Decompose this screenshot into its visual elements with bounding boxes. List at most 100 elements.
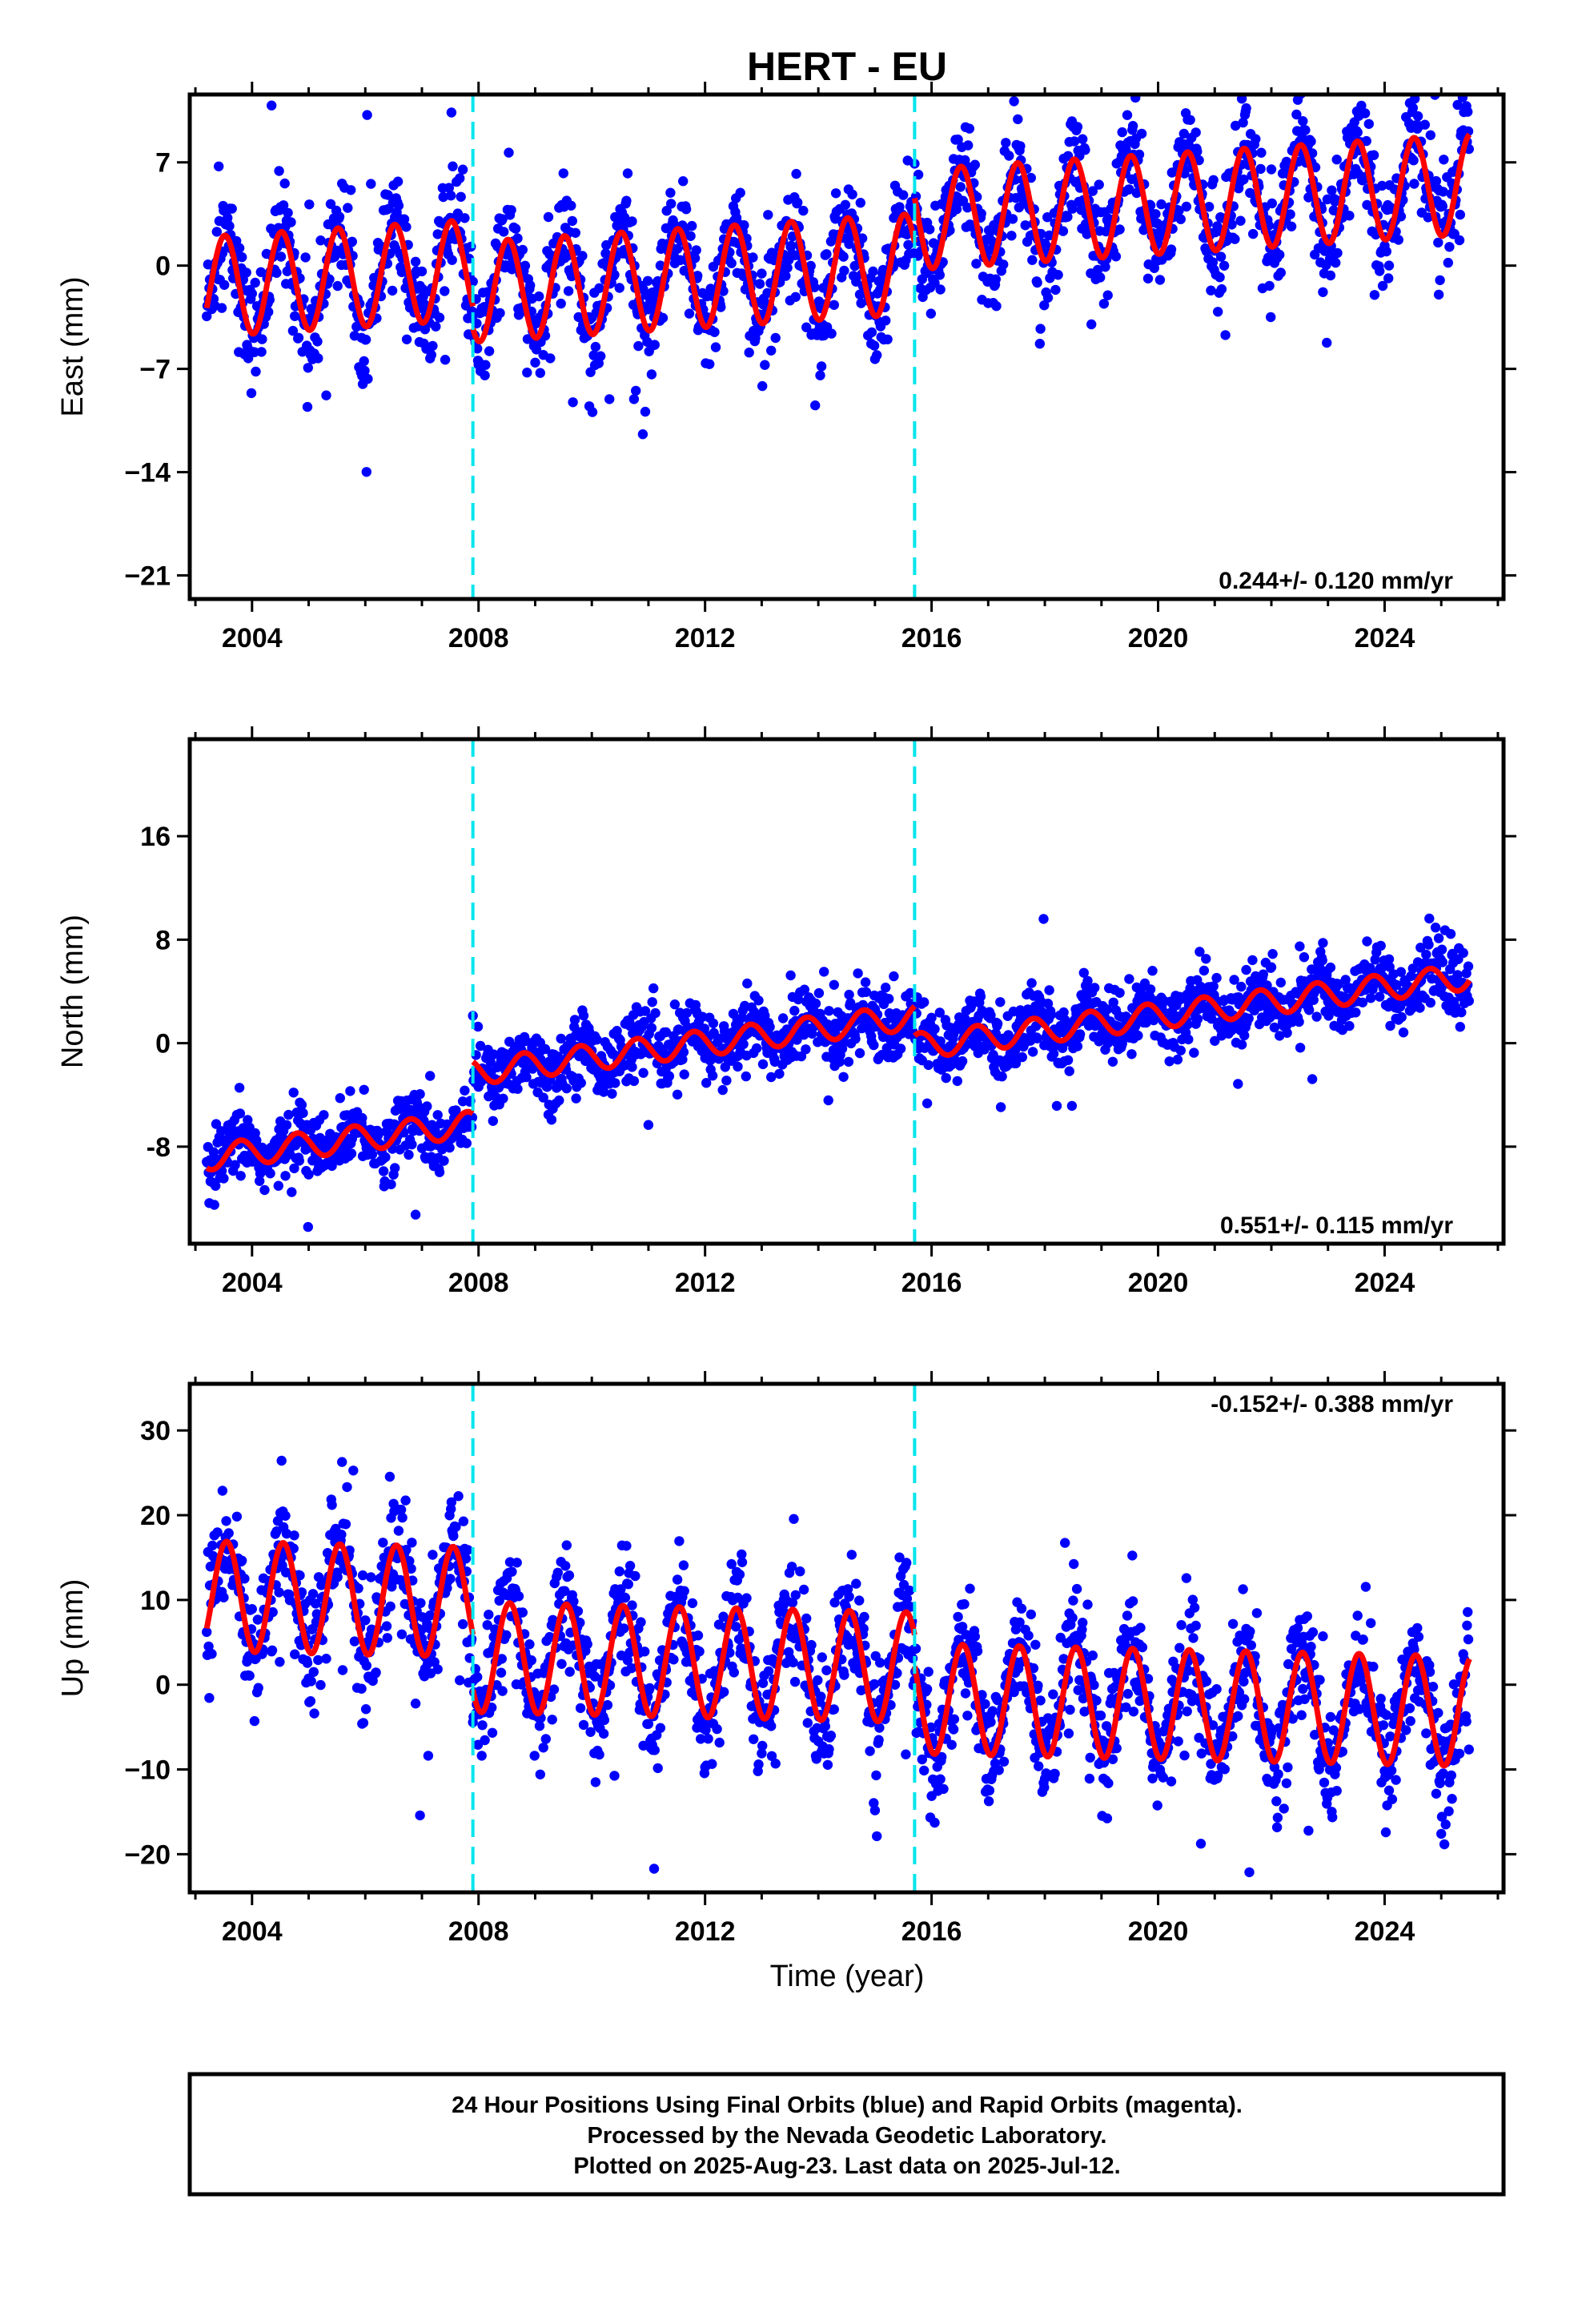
data-point <box>866 327 877 338</box>
data-point <box>602 1699 613 1711</box>
data-point <box>1134 149 1145 160</box>
data-point <box>1117 1039 1127 1049</box>
data-point <box>460 1554 472 1564</box>
data-point <box>869 1039 879 1051</box>
data-point <box>619 1623 629 1634</box>
east-x-tick-label: 2016 <box>901 623 962 653</box>
data-point <box>231 1511 243 1522</box>
data-point <box>387 1582 397 1592</box>
data-point <box>627 1062 637 1072</box>
data-point <box>1114 987 1125 999</box>
data-point <box>345 1086 355 1096</box>
data-point <box>216 1126 227 1136</box>
data-point <box>552 1567 563 1578</box>
data-point <box>313 1655 323 1666</box>
data-point <box>1069 136 1080 147</box>
data-point <box>766 345 777 356</box>
data-point <box>1286 221 1297 231</box>
data-point <box>335 1093 345 1104</box>
data-point <box>614 283 624 293</box>
east-x-tick-label: 2008 <box>448 623 509 653</box>
data-point <box>644 1683 655 1694</box>
data-point <box>926 1012 937 1023</box>
data-point <box>534 291 544 302</box>
data-point <box>1435 275 1445 286</box>
data-point <box>1391 979 1402 991</box>
data-point <box>596 351 606 361</box>
data-point <box>760 360 770 370</box>
data-point <box>556 298 566 309</box>
data-point <box>716 302 726 312</box>
data-point <box>1393 235 1404 245</box>
data-point <box>347 236 357 247</box>
data-point <box>281 1528 292 1539</box>
data-point <box>1100 262 1110 272</box>
data-point <box>453 1491 464 1502</box>
data-point <box>1164 1056 1174 1067</box>
data-point <box>494 1595 504 1606</box>
data-point <box>410 256 421 267</box>
data-point <box>971 259 982 269</box>
east-y-tick-label: 7 <box>155 148 171 179</box>
data-point <box>540 1734 551 1744</box>
data-point <box>684 308 695 319</box>
data-point <box>1219 260 1230 271</box>
data-point <box>612 1026 622 1036</box>
data-point <box>1419 119 1431 130</box>
data-point <box>1233 1079 1243 1089</box>
data-point <box>709 327 720 337</box>
data-point <box>1463 107 1473 117</box>
data-point <box>342 1482 352 1493</box>
data-point <box>714 1737 725 1748</box>
data-point <box>1090 983 1100 993</box>
data-point <box>360 1615 371 1626</box>
data-point <box>217 1486 228 1496</box>
data-point <box>785 970 796 981</box>
data-point <box>594 1749 604 1760</box>
data-point <box>346 1148 357 1159</box>
data-point <box>265 1168 275 1179</box>
data-point <box>687 1598 698 1609</box>
data-point <box>696 1734 706 1744</box>
data-point <box>360 1704 371 1715</box>
data-point <box>679 1069 689 1080</box>
data-point <box>1251 134 1261 144</box>
data-point <box>849 260 860 271</box>
data-point <box>286 217 296 227</box>
data-point <box>640 406 651 417</box>
data-point <box>410 1209 421 1220</box>
data-point <box>1410 94 1420 104</box>
data-point <box>1131 187 1142 199</box>
data-point <box>1136 128 1147 139</box>
data-point <box>575 1618 585 1628</box>
data-point <box>990 274 1002 284</box>
data-point <box>1245 187 1255 199</box>
data-point <box>1368 150 1379 160</box>
data-point <box>742 978 753 989</box>
data-point <box>807 1028 817 1039</box>
data-point <box>423 1751 434 1761</box>
data-point <box>661 1027 672 1038</box>
data-point <box>234 243 245 253</box>
data-point <box>305 1696 316 1707</box>
data-point <box>1363 119 1375 129</box>
data-point <box>349 1636 360 1647</box>
data-point <box>302 1658 313 1668</box>
data-point <box>280 1510 291 1522</box>
data-point <box>1010 1045 1021 1055</box>
data-point <box>235 1108 246 1119</box>
data-point <box>303 1221 313 1232</box>
north-y-tick-label: -8 <box>147 1132 171 1163</box>
data-point <box>1009 96 1019 107</box>
data-point <box>1026 172 1037 183</box>
data-point <box>456 191 466 202</box>
north-y-tick-label: 8 <box>155 925 171 955</box>
data-point <box>358 1718 369 1728</box>
data-point <box>855 198 866 208</box>
data-point <box>655 260 666 271</box>
data-point <box>998 259 1009 270</box>
data-point <box>681 204 692 215</box>
data-point <box>512 233 523 243</box>
data-point <box>1156 199 1166 210</box>
data-point <box>609 269 620 280</box>
